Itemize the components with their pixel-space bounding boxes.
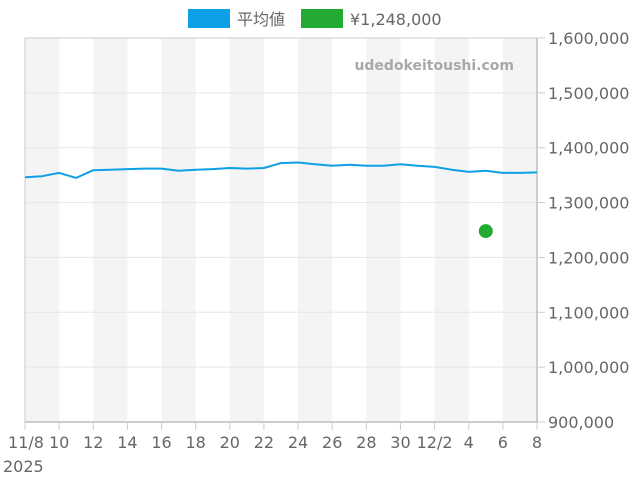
y-tick-label: 1,300,000 [548, 194, 629, 213]
y-tick-label: 1,500,000 [548, 84, 629, 103]
band [298, 38, 333, 422]
background-bands [25, 38, 537, 422]
band [434, 38, 469, 422]
x-tick-label: 18 [185, 433, 205, 452]
legend-swatch-price[interactable] [301, 9, 343, 28]
y-axis-ticks: 900,000 1,000,000 1,100,000 1,200,000 1,300,… [537, 29, 629, 432]
x-axis-year-label: 2025 [3, 457, 44, 476]
band [502, 38, 537, 422]
band [25, 38, 60, 422]
y-tick-label: 1,400,000 [548, 139, 629, 158]
legend: 平均値 ¥1,248,000 [188, 9, 442, 29]
x-tick-label: 10 [49, 433, 69, 452]
y-tick-label: 1,000,000 [548, 358, 629, 377]
x-tick-label: 30 [390, 433, 410, 452]
x-tick-label: 28 [356, 433, 376, 452]
price-point[interactable] [478, 224, 493, 239]
y-tick-label: 1,100,000 [548, 303, 629, 322]
y-tick-label: 1,600,000 [548, 29, 629, 48]
gridlines [25, 37, 537, 423]
watermark: udedokeitoushi.com [354, 58, 514, 74]
x-tick-label: 11/8 [8, 433, 44, 452]
legend-label-average[interactable]: 平均値 [237, 10, 285, 29]
x-tick-label: 14 [117, 433, 137, 452]
y-tick-label: 900,000 [548, 413, 614, 432]
legend-swatch-average[interactable] [188, 9, 230, 28]
x-axis-ticks: 11/8 10 12 14 16 18 20 22 24 26 28 30 12/2 4 6 8 [8, 422, 542, 452]
x-tick-label: 4 [464, 433, 474, 452]
x-tick-label: 16 [151, 433, 171, 452]
x-tick-label: 26 [322, 433, 342, 452]
legend-label-price[interactable]: ¥1,248,000 [350, 10, 442, 29]
band [161, 38, 196, 422]
x-tick-label: 8 [532, 433, 542, 452]
x-tick-label: 12/2 [417, 433, 453, 452]
y-tick-label: 1,200,000 [548, 248, 629, 267]
average-price-line [24, 161, 538, 179]
band [229, 38, 264, 422]
band [93, 38, 128, 422]
x-tick-label: 12 [83, 433, 103, 452]
x-tick-label: 20 [220, 433, 240, 452]
x-tick-label: 24 [288, 433, 308, 452]
band [366, 38, 401, 422]
x-tick-label: 6 [498, 433, 508, 452]
x-tick-label: 22 [254, 433, 274, 452]
